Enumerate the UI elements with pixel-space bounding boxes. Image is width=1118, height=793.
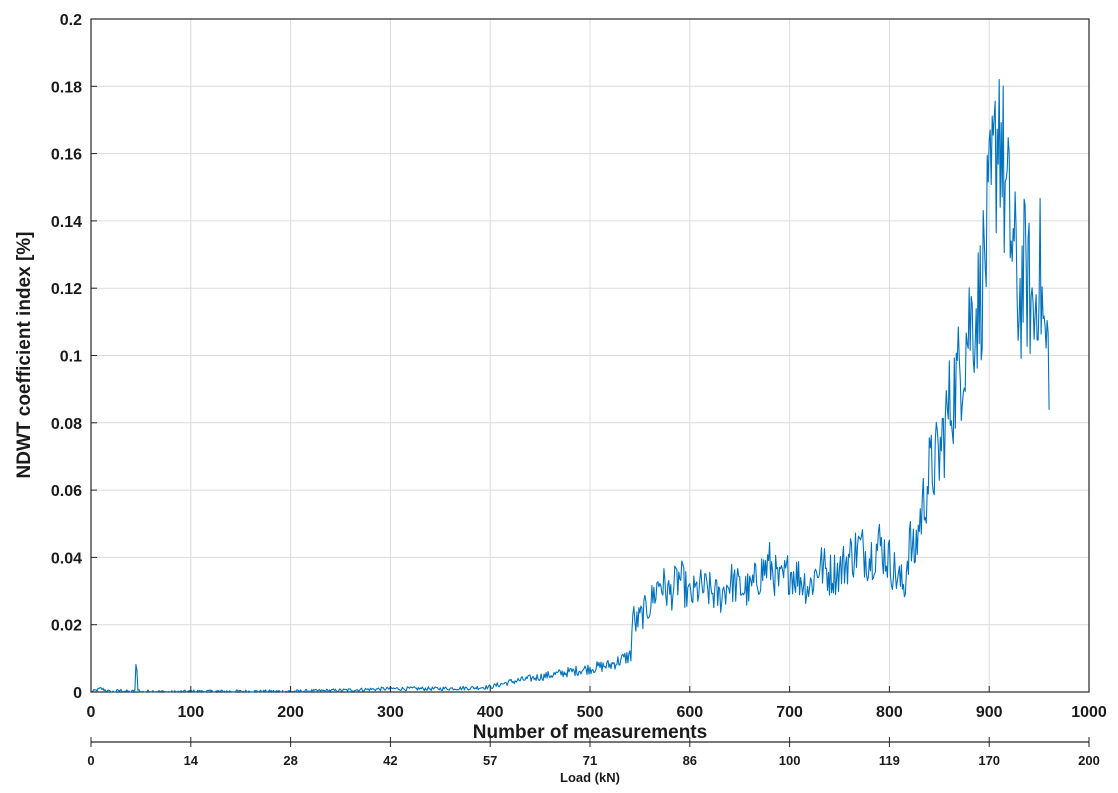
y-tick-label: 0.2: [60, 12, 82, 29]
y-tick-label: 0.16: [51, 147, 82, 164]
y-tick-label: 0.12: [51, 281, 82, 298]
series-layer: [90, 78, 1050, 693]
secondary-x-tick-label: 86: [683, 753, 697, 768]
secondary-x-tick-label: 100: [779, 753, 801, 768]
x-tick-label: 500: [577, 704, 604, 721]
secondary-x-tick-label: 57: [483, 753, 497, 768]
y-axis-title: NDWT coefficient index [%]: [14, 231, 35, 478]
y-tick-label: 0.02: [51, 618, 82, 635]
secondary-x-tick-label: 42: [383, 753, 397, 768]
y-tick-label: 0: [73, 685, 82, 702]
x-tick-label: 1000: [1071, 704, 1107, 721]
x-tick-label: 700: [776, 704, 803, 721]
x-tick-label: 200: [277, 704, 304, 721]
x-axis-title: Number of measurements: [473, 722, 707, 743]
x-axis-ticks: 0 100 200 300 400 500 600 700 800 900 1000: [87, 686, 1107, 721]
x-tick-label: 0: [87, 704, 96, 721]
x-tick-label: 400: [477, 704, 504, 721]
y-tick-label: 0.18: [51, 79, 82, 96]
secondary-x-tick-label: 119: [879, 753, 900, 768]
y-tick-label: 0.06: [51, 483, 82, 500]
y-axis-ticks: 0 0.02 0.04 0.06 0.08 0.1 0.12 0.14 0.16 0.18 0.2: [51, 12, 97, 702]
x-tick-label: 600: [676, 704, 703, 721]
secondary-x-tick-label: 200: [1078, 753, 1100, 768]
secondary-x-tick-label: 0: [87, 753, 94, 768]
x-tick-label: 100: [177, 704, 204, 721]
x-tick-label: 800: [876, 704, 903, 721]
grid: [91, 19, 1089, 692]
y-tick-label: 0.14: [51, 214, 82, 231]
y-tick-label: 0.08: [51, 416, 82, 433]
series-line: [90, 78, 1050, 693]
secondary-x-axis-title: Load (kN): [560, 770, 620, 785]
y-tick-label: 0.1: [60, 349, 82, 366]
secondary-x-axis: 0 14 28 42 57 71 86 100 119 170 200: [87, 737, 1100, 768]
secondary-x-tick-label: 14: [184, 753, 199, 768]
secondary-x-tick-label: 28: [283, 753, 297, 768]
x-tick-label: 300: [377, 704, 404, 721]
secondary-x-tick-label: 71: [583, 753, 597, 768]
secondary-x-tick-label: 170: [978, 753, 1000, 768]
y-tick-label: 0.04: [51, 550, 82, 567]
x-tick-label: 900: [976, 704, 1003, 721]
